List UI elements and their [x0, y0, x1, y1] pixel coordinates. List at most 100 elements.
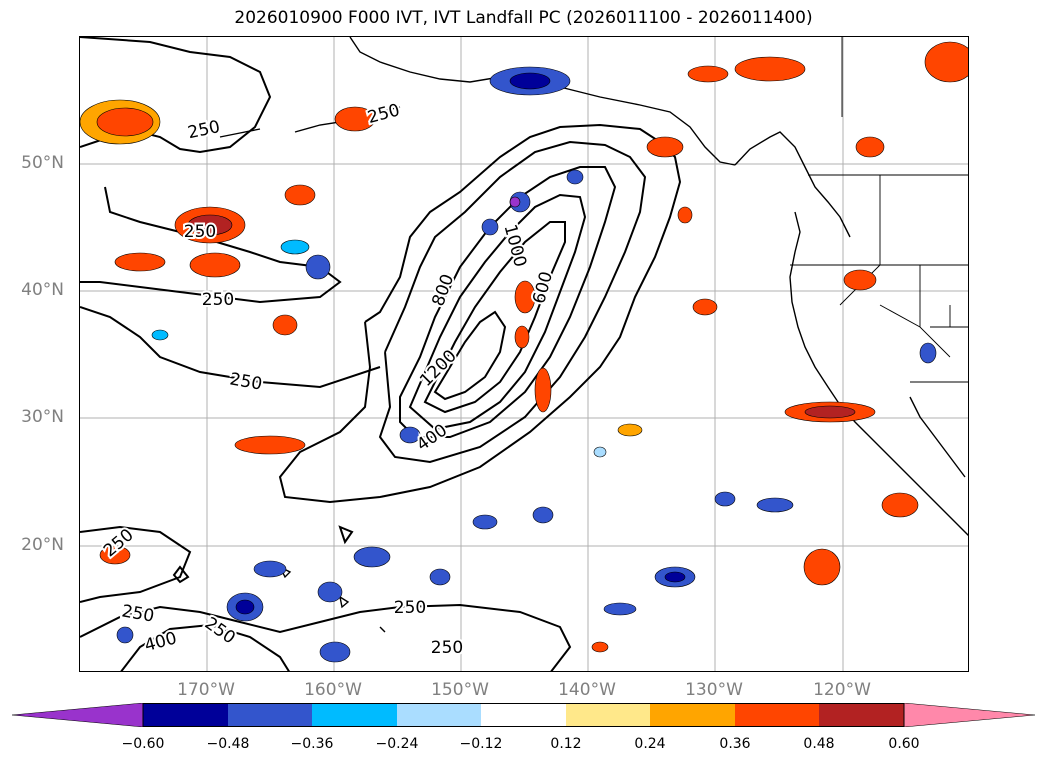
- map-title: 2026010900 F000 IVT, IVT Landfall PC (20…: [234, 8, 813, 28]
- pos-blob: [617, 423, 643, 437]
- colorbar-segment: [397, 703, 481, 727]
- contour-250-west: [80, 186, 381, 389]
- lat-label-40n: 40°N: [21, 280, 64, 300]
- lon-label-170w: 170°W: [177, 680, 235, 700]
- state-lines: [790, 175, 968, 383]
- pos-blob: [114, 252, 166, 272]
- pos-blob: [881, 492, 919, 518]
- colorbar-tick: 0.36: [719, 736, 751, 752]
- neg-blob: [253, 560, 287, 578]
- contour-label: 250: [120, 601, 155, 626]
- neg-blob: [429, 568, 451, 586]
- pos-blob: [646, 136, 684, 158]
- neg-blob: [593, 446, 607, 458]
- pos-blob: [334, 106, 376, 132]
- contour-labels: 250 250 250 250 250 250 250 250 250 250 …: [98, 98, 559, 660]
- neg-blob: [399, 426, 421, 444]
- colorbar-segment: [12, 703, 144, 727]
- neg-blob: [353, 546, 391, 568]
- colorbar-segment: [481, 703, 566, 727]
- neg-blob: [280, 239, 310, 255]
- pos-blob: [855, 136, 885, 158]
- map-canvas: 250 250 250 250 250 250 250 250 250 250 …: [80, 37, 968, 671]
- pos-blob: [187, 214, 233, 236]
- neg-blob: [509, 72, 551, 90]
- contour-label: 250: [365, 100, 402, 128]
- contour-1000: [423, 221, 566, 414]
- contour-label: 1000: [500, 222, 531, 269]
- map-plot-area[interactable]: 250 250 250 250 250 250 250 250 250 250 …: [79, 36, 969, 672]
- colorbar-segment: [228, 703, 312, 727]
- pos-blob: [843, 269, 877, 291]
- pos-blob: [804, 405, 856, 419]
- correlation-fills: [80, 41, 968, 663]
- contour-600: [399, 166, 617, 438]
- lat-label-50n: 50°N: [21, 153, 64, 173]
- colorbar-outline: [142, 703, 905, 727]
- coastlines: [219, 37, 968, 633]
- colorbar-tick: −0.36: [290, 736, 334, 752]
- neg-blob: [603, 602, 637, 616]
- lon-label-120w: 120°W: [813, 680, 871, 700]
- contour-label: 250: [431, 638, 463, 658]
- colorbar-tick: 0.12: [550, 736, 582, 752]
- colorbar-segment: [650, 703, 735, 727]
- contour-250-main: [278, 123, 682, 504]
- contour-800: [408, 193, 587, 431]
- us-west-coast: [789, 211, 968, 536]
- pos-blob: [234, 435, 306, 455]
- political-borders: [790, 37, 968, 383]
- colorbar-segment: [903, 703, 1035, 727]
- neg-blob: [116, 626, 134, 644]
- baja-coast: [909, 396, 966, 478]
- pos-blob: [96, 107, 154, 137]
- pos-blob: [591, 641, 609, 653]
- gridlines: [80, 37, 968, 671]
- contour-label: 250: [228, 369, 263, 394]
- contour-label: 1200: [416, 346, 461, 391]
- pos-blob: [284, 184, 316, 206]
- contour-small: [172, 525, 354, 584]
- contour-label: 600: [529, 269, 557, 306]
- pos-blob: [272, 314, 298, 336]
- neg-blob: [714, 491, 736, 507]
- pos-blob: [99, 545, 131, 565]
- pos-blob: [734, 56, 806, 82]
- pos-blob: [677, 206, 693, 224]
- contour-label: 400: [142, 628, 179, 656]
- contour-label: 800: [428, 272, 458, 309]
- neg-blob: [305, 254, 331, 280]
- colorbar-tick: −0.60: [121, 736, 165, 752]
- ivt-contours: [80, 37, 682, 671]
- colorbar-tick: −0.24: [375, 736, 419, 752]
- colorbar-tick: 0.48: [803, 736, 835, 752]
- contour-400-main: [378, 140, 647, 464]
- neg-blob: [481, 218, 499, 236]
- neg-blob: [472, 514, 498, 530]
- neg-blob: [756, 497, 794, 513]
- contour-400-south: [120, 623, 290, 671]
- pos-blob: [189, 252, 241, 278]
- pos-blob: [803, 548, 841, 586]
- neg-blob: [664, 571, 686, 583]
- pos-blob: [534, 367, 552, 413]
- lat-label-30n: 30°N: [21, 407, 64, 427]
- lat-label-20n: 20°N: [21, 535, 64, 555]
- contour-250-south: [80, 525, 572, 671]
- pos-blob: [687, 65, 729, 83]
- colorbar-segment: [143, 703, 228, 727]
- bc-coast: [734, 131, 851, 238]
- colorbar-tick: 0.24: [634, 736, 666, 752]
- contour-label: 250: [394, 598, 426, 618]
- neg-blob: [151, 329, 169, 341]
- pos-blob: [924, 41, 968, 83]
- contour-label: 400: [413, 420, 451, 455]
- lon-label-160w: 160°W: [304, 680, 362, 700]
- colorbar-segment: [566, 703, 650, 727]
- neg-blob: [235, 599, 255, 615]
- colorbar-segment: [819, 703, 904, 727]
- pos-blob: [514, 280, 536, 314]
- colorbar-tick: −0.12: [459, 736, 503, 752]
- neg-blob: [532, 506, 554, 524]
- contour-label: 250: [186, 117, 222, 143]
